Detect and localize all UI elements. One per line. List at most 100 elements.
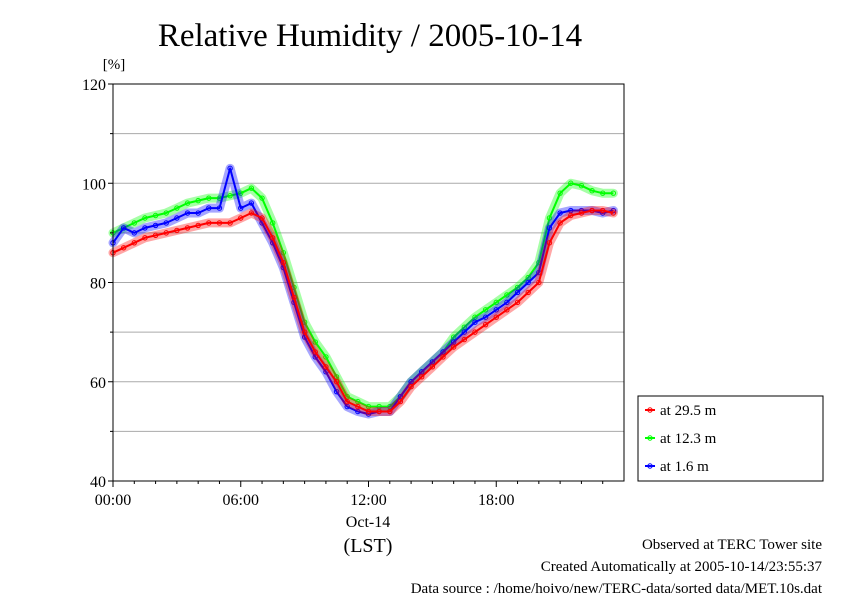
- data-point: [195, 222, 201, 229]
- legend-label: at 1.6 m: [660, 459, 709, 475]
- legend: at 29.5 m at 12.3 m at 1.6 m: [637, 395, 824, 482]
- data-point: [184, 225, 191, 231]
- data-point: [472, 319, 478, 325]
- data-point: [525, 289, 531, 296]
- footer-site: Observed at TERC Tower site: [641, 537, 822, 553]
- data-point: [163, 230, 169, 236]
- legend-label: at 29.5 m: [660, 403, 717, 419]
- data-point: [493, 307, 499, 313]
- data-point: [589, 207, 595, 214]
- data-point: [174, 215, 180, 221]
- data-point: [152, 232, 159, 239]
- data-point: [557, 210, 563, 216]
- data-point: [450, 334, 457, 340]
- data-point: [387, 408, 393, 415]
- data-point: [184, 210, 191, 216]
- data-point: [120, 225, 127, 231]
- data-point: [269, 235, 276, 241]
- data-point: [450, 339, 457, 345]
- data-point: [419, 374, 425, 380]
- data-point: [504, 307, 510, 313]
- x-tick-label: 18:00: [478, 492, 514, 509]
- data-point: [248, 210, 255, 216]
- data-point: [152, 222, 159, 229]
- data-point: [610, 190, 617, 196]
- y-axis-ticks: 40 60 80 100 120: [82, 77, 113, 491]
- data-point: [376, 403, 382, 410]
- chart-title: Relative Humidity / 2005-10-14: [158, 18, 582, 54]
- data-point: [312, 354, 318, 360]
- data-point: [482, 314, 489, 320]
- legend-box: [637, 395, 824, 482]
- data-point: [142, 225, 148, 231]
- series-0: [108, 206, 618, 416]
- data-point: [600, 207, 606, 214]
- data-point: [610, 210, 617, 216]
- footer-info: Observed at TERC Tower site Created Auto…: [411, 534, 822, 600]
- data-point: [461, 324, 468, 330]
- data-point: [419, 369, 425, 375]
- data-point: [440, 354, 446, 360]
- data-point: [344, 398, 350, 405]
- data-point: [280, 250, 287, 256]
- data-point: [280, 259, 287, 266]
- data-point: [259, 215, 265, 221]
- data-point: [536, 279, 542, 286]
- data-point: [301, 329, 308, 335]
- data-point: [578, 183, 585, 189]
- legend-marker: [647, 407, 653, 413]
- data-point: [323, 354, 329, 360]
- data-point: [216, 205, 223, 211]
- data-point: [365, 403, 372, 410]
- data-point: [206, 205, 212, 211]
- y-tick-label: 60: [90, 375, 106, 392]
- data-point: [440, 349, 446, 355]
- data-point: [355, 398, 361, 405]
- data-point: [238, 205, 244, 211]
- data-point: [238, 190, 244, 196]
- x-tick-label: 12:00: [350, 492, 386, 509]
- data-point: [248, 185, 255, 191]
- x-tick-label: 00:00: [95, 492, 131, 509]
- data-point: [365, 408, 372, 415]
- data-point: [525, 274, 531, 281]
- data-point: [344, 403, 350, 410]
- series-2: [108, 163, 618, 419]
- data-point: [323, 364, 329, 370]
- data-point: [131, 230, 137, 236]
- data-point: [131, 220, 137, 226]
- data-point: [163, 220, 169, 226]
- data-point: [248, 200, 255, 206]
- legend-marker: [647, 463, 653, 469]
- data-point: [142, 235, 148, 241]
- data-point: [493, 299, 499, 306]
- grid-lines: [113, 133, 624, 432]
- data-point: [174, 227, 180, 234]
- data-point: [461, 329, 468, 335]
- data-point: [142, 215, 148, 221]
- data-point: [450, 344, 457, 350]
- data-point: [482, 321, 489, 328]
- data-point: [227, 192, 233, 199]
- data-point: [429, 364, 436, 370]
- data-point: [216, 220, 223, 226]
- data-point: [568, 180, 574, 186]
- data-point: [504, 292, 510, 298]
- data-point: [291, 294, 297, 301]
- data-point: [195, 210, 201, 216]
- data-point: [206, 220, 212, 226]
- data-point: [323, 369, 329, 375]
- data-point: [514, 289, 521, 296]
- data-point: [312, 339, 318, 345]
- y-tick-label: 40: [90, 474, 106, 491]
- data-point: [227, 165, 233, 172]
- data-point: [589, 187, 595, 194]
- footer-source: Data source : /home/hoivo/new/TERC-data/…: [410, 581, 822, 597]
- data-point: [557, 220, 563, 226]
- data-point: [525, 279, 531, 286]
- data-point: [355, 408, 361, 415]
- data-point: [387, 403, 393, 410]
- data-point: [238, 215, 244, 221]
- data-point: [546, 240, 553, 246]
